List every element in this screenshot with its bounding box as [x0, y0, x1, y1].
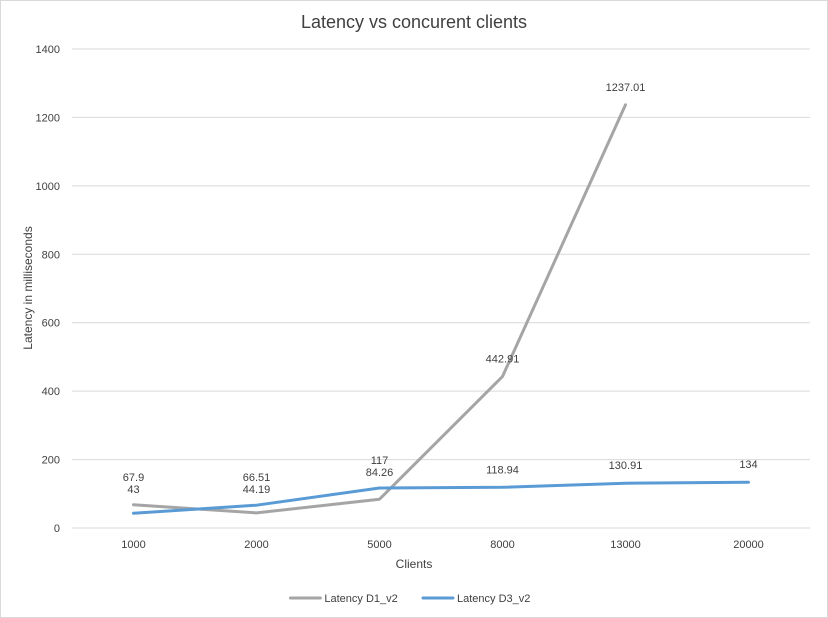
data-label: 117: [371, 455, 389, 467]
x-tick-label: 5000: [367, 539, 391, 551]
x-tick-label: 1000: [121, 539, 145, 551]
chart-title: Latency vs concurent clients: [301, 12, 527, 32]
y-tick-label: 0: [54, 523, 60, 535]
y-tick-label: 800: [42, 249, 60, 261]
data-label: 84.26: [366, 467, 394, 479]
data-label: 118.94: [486, 464, 519, 476]
y-tick-label: 200: [42, 455, 60, 467]
x-tick-label: 2000: [244, 539, 268, 551]
data-label: 1237.01: [606, 82, 646, 94]
y-tick-label: 1000: [36, 181, 60, 193]
data-label: 66.51: [243, 472, 271, 484]
data-label: 134: [739, 459, 757, 471]
x-tick-label: 20000: [733, 539, 764, 551]
legend-label: Latency D3_v2: [457, 593, 530, 605]
y-tick-label: 1400: [36, 44, 60, 56]
y-tick-label: 1200: [36, 112, 60, 124]
data-label: 43: [127, 484, 139, 496]
x-tick-label: 13000: [610, 539, 641, 551]
data-label: 442.91: [486, 353, 520, 365]
x-axis-label: Clients: [396, 557, 433, 571]
y-tick-label: 400: [42, 386, 60, 398]
data-label: 130.91: [609, 460, 643, 472]
x-tick-label: 8000: [490, 539, 514, 551]
y-tick-label: 600: [42, 318, 60, 330]
y-axis-label: Latency in milliseconds: [21, 226, 35, 349]
data-label: 44.19: [243, 484, 271, 496]
legend-label: Latency D1_v2: [324, 593, 397, 605]
data-label: 67.9: [123, 472, 144, 484]
